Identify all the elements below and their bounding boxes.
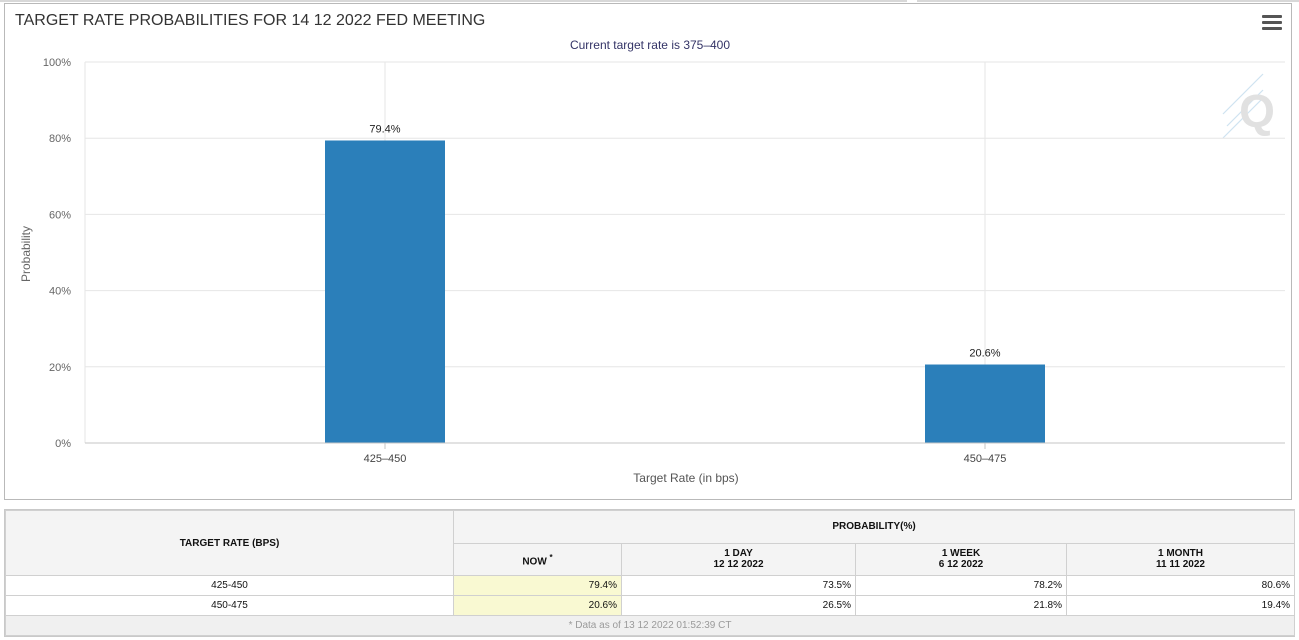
one-day-header: 1 DAY 12 12 2022 <box>621 542 856 576</box>
watermark-letter: Q <box>1239 85 1275 137</box>
chart-subtitle: Current target rate is 375–400 <box>570 38 730 52</box>
one-week-cell: 78.2% <box>855 575 1067 596</box>
y-tick-label: 40% <box>49 286 71 298</box>
footnote-row: * Data as of 13 12 2022 01:52:39 CT <box>4 615 1296 636</box>
now-cell: 79.4% <box>453 575 622 596</box>
bar <box>325 140 445 443</box>
watermark-logo: Q <box>1222 73 1275 139</box>
y-tick-label: 20% <box>49 362 71 374</box>
data-timestamp-footnote: * Data as of 13 12 2022 01:52:39 CT <box>4 615 1296 636</box>
bar-data-label: 20.6% <box>969 348 1000 360</box>
one-month-date: 11 11 2022 <box>1156 559 1205 571</box>
table-row: 425-450 79.4% 73.5% 78.2% 80.6% <box>5 575 1296 596</box>
probability-header: PROBABILITY(%) <box>452 510 1296 544</box>
one-week-cell: 21.8% <box>855 595 1067 616</box>
top-border <box>0 0 1299 3</box>
one-day-date: 12 12 2022 <box>713 559 764 571</box>
one-day-cell: 26.5% <box>621 595 856 616</box>
rate-cell: 425-450 <box>5 575 454 596</box>
y-tick-label: 0% <box>55 438 71 450</box>
x-tick-label: 450–475 <box>964 453 1007 465</box>
rate-header: TARGET RATE (BPS) <box>5 510 454 576</box>
x-axis-ticks: 425–450 450–475 <box>364 443 1007 465</box>
y-tick-label: 60% <box>49 209 71 221</box>
one-week-header: 1 WEEK 6 12 2022 <box>855 542 1067 576</box>
one-month-cell: 19.4% <box>1065 595 1296 616</box>
one-month-label: 1 MONTH <box>1158 548 1204 560</box>
bars: 79.4% 20.6% <box>325 123 1045 443</box>
x-axis-label: Target Rate (in bps) <box>633 471 738 485</box>
table-row: 450-475 20.6% 26.5% 21.8% 19.4% <box>5 595 1296 616</box>
gridlines <box>84 61 1285 443</box>
now-header: NOW * <box>453 542 622 576</box>
y-tick-label: 80% <box>49 133 71 145</box>
chart-panel: TARGET RATE PROBABILITIES FOR 14 12 2022… <box>4 3 1292 500</box>
one-month-cell: 80.6% <box>1065 575 1296 596</box>
one-week-date: 6 12 2022 <box>938 559 984 571</box>
probability-table: TARGET RATE (BPS) PROBABILITY(%) NOW * 1… <box>4 510 1296 636</box>
x-tick-label: 425–450 <box>364 453 407 465</box>
now-label: NOW <box>522 555 547 567</box>
now-mark: * <box>549 552 553 562</box>
bar-data-label: 79.4% <box>369 123 400 135</box>
y-tick-label: 100% <box>43 57 71 69</box>
chart-menu-icon[interactable] <box>1262 15 1282 33</box>
y-axis-label: Probability <box>19 226 33 282</box>
rate-cell: 450-475 <box>5 595 454 616</box>
probability-chart: TARGET RATE PROBABILITIES FOR 14 12 2022… <box>15 12 1285 485</box>
chart-title: TARGET RATE PROBABILITIES FOR 14 12 2022… <box>15 12 485 29</box>
one-day-cell: 73.5% <box>621 575 856 596</box>
now-cell: 20.6% <box>453 595 622 616</box>
y-axis-ticks: 0% 20% 40% 60% 80% 100% <box>43 57 71 450</box>
one-day-label: 1 DAY <box>724 548 753 560</box>
one-month-header: 1 MONTH 11 11 2022 <box>1065 542 1296 576</box>
bar <box>925 364 1045 443</box>
one-week-label: 1 WEEK <box>941 548 981 560</box>
probability-table-panel: TARGET RATE (BPS) PROBABILITY(%) NOW * 1… <box>4 509 1296 637</box>
